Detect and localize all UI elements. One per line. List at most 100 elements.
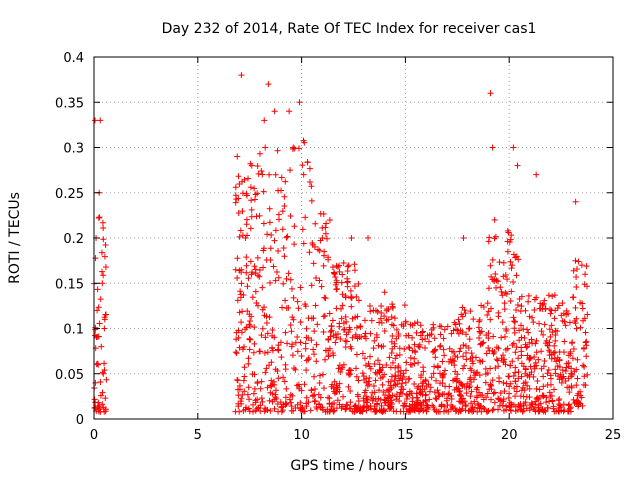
data-point xyxy=(359,350,366,357)
data-point xyxy=(349,315,356,322)
data-point xyxy=(558,379,565,386)
data-point xyxy=(303,403,310,410)
data-point xyxy=(339,302,346,309)
data-point xyxy=(450,377,457,384)
data-point xyxy=(290,407,297,414)
data-point xyxy=(263,313,270,320)
data-point xyxy=(395,330,402,337)
data-point xyxy=(282,401,289,408)
data-point xyxy=(303,394,310,401)
data-point xyxy=(433,408,440,415)
data-point xyxy=(308,386,315,393)
data-point xyxy=(233,350,240,357)
data-point xyxy=(286,108,293,115)
data-point xyxy=(292,366,299,373)
data-point xyxy=(547,375,554,382)
data-point xyxy=(243,216,250,223)
data-point xyxy=(232,349,239,356)
data-point xyxy=(248,197,255,204)
data-point xyxy=(282,329,289,336)
data-point xyxy=(508,265,515,272)
data-point xyxy=(248,271,255,278)
data-point xyxy=(516,403,523,410)
data-point xyxy=(566,319,573,326)
data-point xyxy=(281,203,288,210)
data-point xyxy=(367,353,374,360)
data-point xyxy=(487,262,494,269)
data-point xyxy=(101,253,108,260)
data-point xyxy=(266,205,273,212)
data-point xyxy=(486,386,493,393)
data-point xyxy=(552,337,559,344)
data-point xyxy=(334,285,341,292)
data-point xyxy=(430,404,437,411)
data-point xyxy=(511,329,518,336)
data-point xyxy=(95,304,102,311)
data-point xyxy=(582,339,589,346)
data-point xyxy=(295,145,302,152)
data-point xyxy=(493,356,500,363)
data-point xyxy=(473,386,480,393)
data-point xyxy=(267,389,274,396)
data-point xyxy=(102,264,109,271)
data-point xyxy=(491,389,498,396)
data-point xyxy=(441,352,448,359)
data-point xyxy=(437,342,444,349)
data-point xyxy=(454,371,461,378)
data-point xyxy=(336,262,343,269)
data-point xyxy=(368,317,375,324)
data-point xyxy=(500,407,507,414)
data-point xyxy=(273,269,280,276)
data-point xyxy=(237,227,244,234)
data-point xyxy=(94,286,101,293)
data-point xyxy=(551,292,558,299)
data-point xyxy=(568,384,575,391)
data-point xyxy=(409,394,416,401)
data-point xyxy=(559,367,566,374)
data-point xyxy=(380,389,387,396)
data-point xyxy=(383,362,390,369)
data-point xyxy=(102,311,109,318)
axis-ticks xyxy=(93,56,614,420)
data-point xyxy=(465,325,472,332)
data-point xyxy=(485,308,492,315)
data-point xyxy=(99,280,106,287)
data-point xyxy=(94,333,101,340)
data-point xyxy=(503,290,510,297)
data-point xyxy=(291,241,298,248)
data-point xyxy=(251,185,258,192)
data-point xyxy=(391,340,398,347)
data-point xyxy=(574,398,581,405)
data-point xyxy=(507,236,514,243)
data-point xyxy=(417,400,424,407)
data-point xyxy=(253,213,260,220)
data-point xyxy=(294,334,301,341)
data-point xyxy=(272,366,279,373)
data-point xyxy=(311,351,318,358)
data-point xyxy=(419,382,426,389)
data-point xyxy=(440,346,447,353)
data-point xyxy=(471,369,478,376)
data-point xyxy=(487,365,494,372)
data-point xyxy=(253,300,260,307)
data-point xyxy=(573,274,580,281)
data-point xyxy=(258,395,265,402)
data-point xyxy=(311,385,318,392)
data-point xyxy=(342,292,349,299)
data-point xyxy=(237,288,244,295)
data-point xyxy=(246,336,253,343)
data-point xyxy=(268,231,275,238)
data-point xyxy=(264,384,271,391)
data-point xyxy=(531,353,538,360)
data-point xyxy=(518,293,525,300)
data-point xyxy=(447,356,454,363)
data-point xyxy=(319,235,326,241)
data-point xyxy=(466,384,473,391)
data-point xyxy=(348,294,355,301)
data-point xyxy=(351,283,358,290)
data-points xyxy=(91,72,591,415)
data-point xyxy=(325,394,332,401)
data-point xyxy=(288,403,295,410)
data-point xyxy=(548,322,555,329)
